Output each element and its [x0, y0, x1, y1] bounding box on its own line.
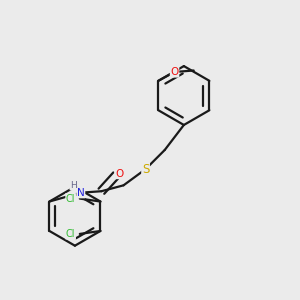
Text: H: H — [70, 181, 77, 190]
Text: N: N — [77, 188, 85, 198]
Text: O: O — [115, 169, 123, 178]
Text: Cl: Cl — [66, 194, 75, 204]
Text: Cl: Cl — [66, 229, 75, 239]
Text: S: S — [142, 163, 149, 176]
Text: O: O — [170, 67, 179, 77]
